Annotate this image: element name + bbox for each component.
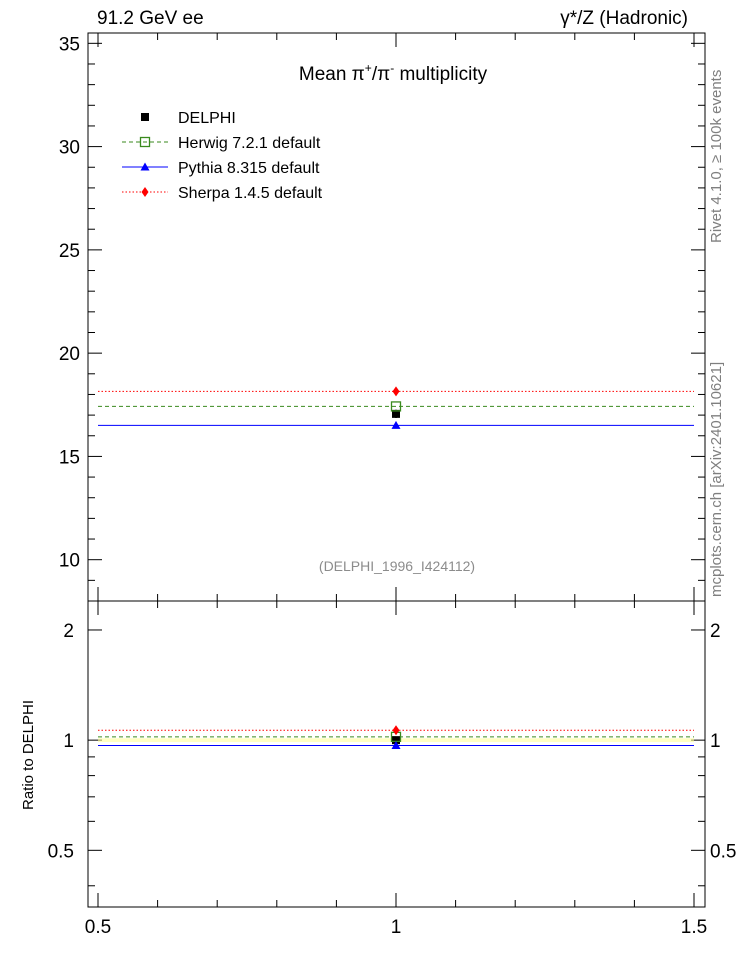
- legend-label-pythia: Pythia 8.315 default: [178, 160, 320, 177]
- ratio-axes: 0.5 1 1.5 0.5 0.5 1 1 2 2: [48, 600, 736, 938]
- ratio-x-tick-label: 1: [391, 917, 402, 938]
- delphi-ratio-marker: [392, 736, 400, 745]
- legend-label-delphi: DELPHI: [178, 110, 236, 127]
- main-y-tick-label: 35: [59, 34, 80, 55]
- legend: DELPHI Herwig 7.2.1 default Pythia 8.315 d…: [122, 110, 323, 202]
- legend-marker-herwig: [139, 136, 151, 148]
- sherpa-main-marker: [392, 386, 400, 397]
- ratio-x-tick-label: 1.5: [681, 917, 707, 938]
- main-y-tick-label: 25: [59, 241, 80, 262]
- legend-label-sherpa: Sherpa 1.4.5 default: [178, 185, 323, 202]
- header-process-label: γ*/Z (Hadronic): [560, 8, 688, 29]
- ratio-y-tick-label-left: 1: [63, 731, 74, 752]
- main-axes: 10 15 20 25 30 35: [59, 32, 706, 602]
- main-y-tick-label: 10: [59, 551, 80, 572]
- legend-item-sherpa: Sherpa 1.4.5 default: [122, 185, 323, 202]
- header-energy-label: 91.2 GeV ee: [97, 8, 204, 29]
- ratio-y-tick-label-right: 1: [710, 731, 721, 752]
- chart-title: Mean π+/π- multiplicity: [299, 61, 488, 85]
- delphi-main-marker: [392, 409, 400, 418]
- ratio-y-tick-label-left: 2: [63, 621, 74, 642]
- herwig-main-marker: [390, 401, 402, 412]
- legend-item-delphi: DELPHI: [141, 110, 236, 127]
- legend-marker-delphi: [141, 113, 149, 121]
- ratio-x-tick-label: 0.5: [85, 917, 111, 938]
- main-series-group: [98, 386, 694, 429]
- ratio-y-tick-label-right: 0.5: [710, 841, 736, 862]
- ratio-series-group: [98, 725, 694, 749]
- legend-marker-sherpa: [141, 187, 149, 197]
- main-y-tick-label: 20: [59, 344, 80, 365]
- ratio-y-tick-label-right: 2: [710, 621, 721, 642]
- legend-item-pythia: Pythia 8.315 default: [122, 160, 320, 177]
- analysis-tag: (DELPHI_1996_I424112): [319, 558, 475, 574]
- ratio-frame: [87, 600, 706, 908]
- legend-item-herwig: Herwig 7.2.1 default: [122, 135, 321, 152]
- legend-marker-pythia: [140, 162, 150, 171]
- legend-label-herwig: Herwig 7.2.1 default: [178, 135, 321, 152]
- main-y-tick-label: 30: [59, 138, 80, 159]
- sherpa-ratio-marker: [392, 725, 400, 736]
- ratio-y-tick-label-left: 0.5: [48, 841, 74, 862]
- main-y-tick-label: 15: [59, 447, 80, 468]
- ratio-y-axis-label: Ratio to DELPHI: [20, 700, 37, 810]
- pythia-ratio-marker: [391, 740, 401, 749]
- pythia-main-marker: [391, 420, 401, 429]
